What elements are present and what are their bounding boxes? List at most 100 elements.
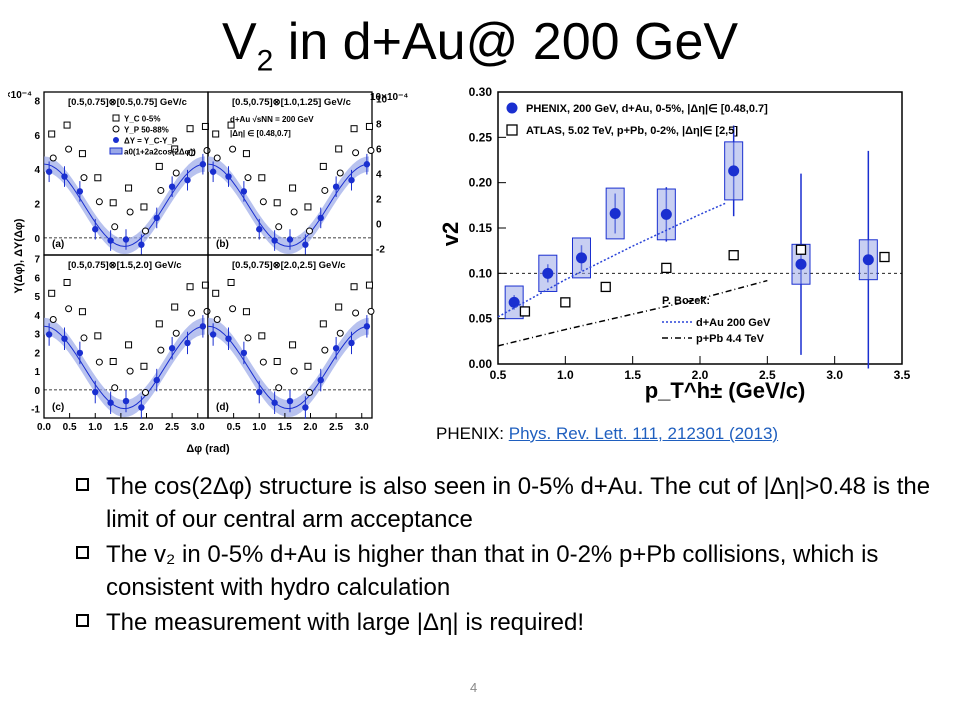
- delta-y-point: [225, 335, 232, 342]
- y-tick-label: -1: [31, 405, 40, 416]
- y-tick-label: 2: [34, 348, 40, 359]
- citation: PHENIX: Phys. Rev. Lett. 111, 212301 (20…: [436, 424, 779, 443]
- delta-y-point: [256, 388, 263, 396]
- bullet-item: The cos(2Δφ) structure is also seen in 0…: [76, 470, 936, 536]
- yc-point: [335, 303, 343, 311]
- yc-point: [186, 283, 194, 291]
- yp-point: [172, 329, 180, 337]
- delta-y-point: [92, 226, 99, 233]
- delta-y-point: [61, 335, 68, 342]
- panel-label: (b): [216, 239, 229, 250]
- yp-point: [157, 346, 165, 354]
- yc-point: [319, 320, 327, 328]
- atlas-point: [519, 306, 531, 317]
- delta-y-point: [302, 241, 309, 248]
- y-axis-label: Y(Δφ), ΔY(Δφ): [13, 218, 25, 293]
- y-tick-label-right: -2: [376, 245, 385, 256]
- yp-point: [213, 316, 221, 324]
- yc-point: [365, 281, 373, 289]
- citation-link[interactable]: Phys. Rev. Lett. 111, 212301 (2013): [508, 424, 779, 443]
- bullet-item: The v₂ in 0-5% d+Au is higher than that …: [76, 538, 936, 604]
- yp-point: [172, 169, 180, 177]
- x-tick-label: 1.5: [114, 422, 128, 433]
- delta-y-point: [286, 397, 294, 405]
- yp-point: [367, 307, 375, 315]
- y-tick-label: 1: [34, 367, 40, 378]
- y-tick-label: 6: [34, 273, 40, 284]
- scale-note: 10×10⁻⁴: [370, 92, 408, 103]
- y-tick-label: 0.30: [469, 86, 493, 99]
- y-tick-label: 2: [34, 200, 40, 211]
- yp-point: [49, 154, 57, 162]
- yp-point: [126, 208, 134, 216]
- yp-point: [275, 384, 283, 392]
- y-tick-label: 0: [34, 234, 40, 245]
- yc-point: [350, 283, 358, 291]
- x-tick-label: 2.5: [329, 422, 343, 433]
- atlas-point: [728, 250, 739, 261]
- yp-point: [80, 334, 88, 342]
- yp-point: [65, 145, 73, 153]
- delta-y-point: [92, 388, 99, 396]
- yp-point: [244, 174, 252, 182]
- panel-label: (a): [52, 239, 64, 250]
- yp-point: [290, 208, 298, 216]
- y-tick-label: 0.05: [469, 312, 493, 326]
- delta-y-point: [332, 183, 340, 190]
- delta-y-point: [363, 323, 371, 330]
- x-tick-label: 3.5: [894, 368, 911, 382]
- annotation: |Δη| ∈ [0.48,0.7]: [230, 129, 291, 138]
- slide-title: V2 in d+Au@ 200 GeV: [221, 13, 739, 78]
- phenix-point: [862, 254, 874, 266]
- bullet-list: The cos(2Δφ) structure is also seen in 0…: [76, 470, 936, 641]
- yc-point: [94, 332, 102, 340]
- page-number: 4: [470, 680, 478, 695]
- legend-ppb-label: p+Pb 4.4 TeV: [696, 333, 765, 345]
- x-tick-label: 2.5: [165, 422, 179, 433]
- yc-point: [155, 162, 163, 170]
- atlas-point: [879, 251, 890, 263]
- y-tick-label: 0.15: [469, 221, 493, 235]
- checkbox-bullet-icon: [76, 478, 89, 491]
- yp-point: [229, 305, 237, 313]
- yp-point: [203, 307, 211, 315]
- delta-y-point: [286, 236, 294, 243]
- panel-title: [0.5,0.75]⊗[2.0,2.5] GeV/c: [232, 260, 346, 271]
- yc-point: [171, 303, 179, 311]
- yc-point: [350, 125, 358, 133]
- delta-y-point: [363, 161, 371, 168]
- yc-point: [212, 289, 220, 297]
- model-legend-title: P. Bozek:: [662, 295, 710, 307]
- delta-y-point: [209, 168, 217, 175]
- checkbox-bullet-icon: [76, 546, 89, 559]
- y-tick-label: 0.00: [469, 357, 493, 371]
- fit-curve: [207, 163, 369, 247]
- delta-y-point: [184, 339, 191, 347]
- x-tick-label: 2.5: [759, 368, 776, 382]
- delta-y-point: [153, 214, 160, 222]
- checkbox-bullet-icon: [76, 614, 89, 627]
- legend-marker: [113, 137, 119, 143]
- phenix-point: [660, 208, 672, 220]
- delta-y-point: [76, 349, 84, 357]
- delta-y-point: [45, 168, 53, 175]
- legend-label: a0(1+2a2cos(2Δφ)): [124, 148, 196, 157]
- phenix-point: [542, 267, 554, 279]
- delta-y-point: [138, 241, 145, 248]
- yc-point: [125, 184, 133, 192]
- delta-y-point: [271, 399, 278, 406]
- legend-marker: [112, 114, 120, 122]
- yp-point: [259, 198, 267, 206]
- x-tick-label: 0.0: [37, 422, 51, 433]
- phenix-point: [728, 165, 740, 177]
- atlas-point: [600, 281, 611, 293]
- yc-point: [335, 145, 343, 153]
- fit-band: [44, 317, 205, 418]
- legend-dau-label: d+Au 200 GeV: [696, 317, 771, 329]
- yp-point: [229, 145, 237, 153]
- yp-point: [305, 389, 313, 397]
- bullet-item: The measurement with large |Δη| is requi…: [76, 606, 936, 639]
- yc-point: [242, 150, 250, 158]
- x-tick-label: 0.5: [490, 368, 507, 382]
- hydro-ppb-curve: [497, 279, 768, 347]
